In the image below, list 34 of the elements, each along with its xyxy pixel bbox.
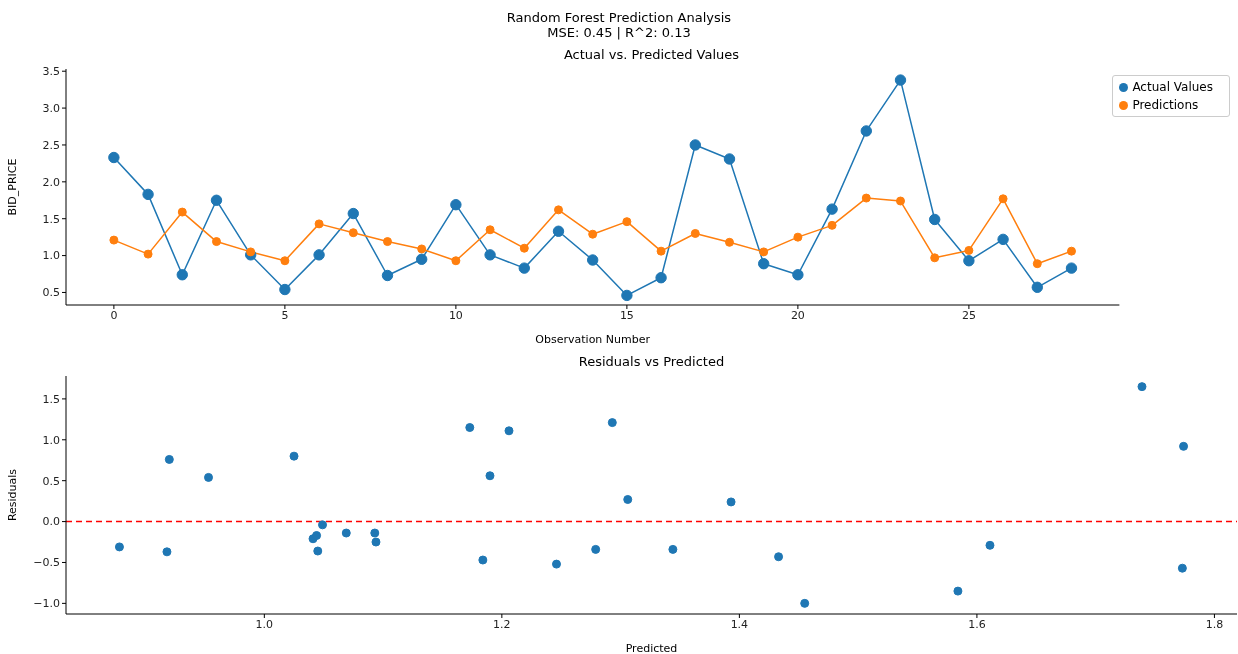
y-tick-label: 3.5: [42, 65, 60, 79]
y-axis-title: Residuals: [5, 468, 19, 522]
text: MSE: 0.45 | R^2: 0.13: [546, 25, 692, 40]
x-tick-label: 25: [961, 308, 976, 322]
y-tick-label: 1.0: [42, 249, 60, 263]
legend-label: Actual Values: [1132, 80, 1213, 94]
y-tick-label: 1.0: [42, 433, 60, 447]
x-axis-title: Observation Number: [535, 333, 651, 346]
y-axis-title: BID_PRICE: [5, 158, 19, 216]
x-tick-label: 0: [110, 308, 118, 322]
x-tick-label: 15: [619, 308, 634, 322]
y-tick-label: 3.0: [42, 101, 60, 115]
y-tick-label: 1.5: [42, 392, 60, 406]
x-tick-label: 1.6: [968, 617, 986, 631]
x-tick-label: 10: [448, 308, 463, 322]
y-tick-label: −0.5: [33, 556, 60, 570]
text: Random Forest Prediction Analysis: [505, 10, 733, 25]
x-tick-label: 1.0: [255, 617, 274, 631]
y-tick-label: 0.5: [42, 286, 60, 300]
y-tick-label: 2.5: [42, 138, 60, 152]
y-tick-label: 0.0: [42, 515, 60, 529]
x-tick-label: 1.2: [493, 617, 511, 631]
x-axis-title: Predicted: [625, 642, 678, 654]
chart-title: Actual vs. Predicted Values: [562, 47, 741, 62]
y-tick-label: 0.5: [42, 474, 60, 488]
y-tick-label: −1.0: [33, 597, 60, 611]
chart-title: Residuals vs Predicted: [577, 354, 726, 369]
y-tick-label: 1.5: [42, 212, 60, 226]
x-tick-label: 1.4: [730, 617, 749, 631]
x-tick-label: 1.8: [1205, 617, 1224, 631]
x-tick-label: 5: [281, 308, 289, 322]
legend-label: Predictions: [1132, 98, 1199, 112]
x-tick-label: 20: [790, 308, 805, 322]
y-tick-label: 2.0: [42, 175, 60, 189]
